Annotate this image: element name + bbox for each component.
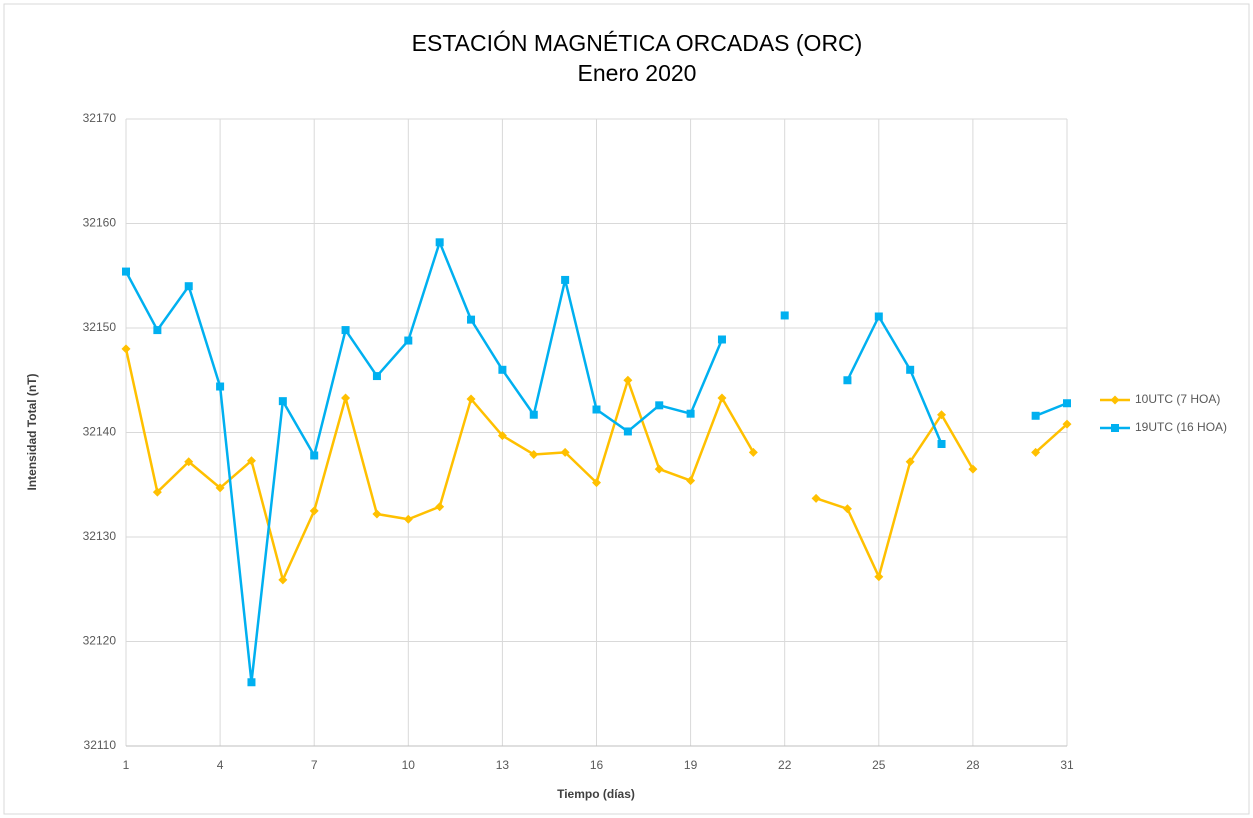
x-tick-label: 4: [217, 758, 224, 772]
x-tick-label: 19: [684, 758, 698, 772]
data-point: [247, 678, 256, 687]
data-point: [122, 267, 130, 276]
y-tick-label: 32130: [83, 529, 117, 543]
y-tick-label: 32110: [84, 738, 117, 752]
data-point: [529, 410, 538, 419]
data-point: [372, 509, 382, 519]
chart-title: ESTACIÓN MAGNÉTICA ORCADAS (ORC): [412, 30, 863, 56]
legend-label: 19UTC (16 HOA): [1135, 420, 1227, 434]
data-point: [529, 449, 539, 459]
data-point: [341, 393, 351, 403]
data-point: [309, 506, 319, 516]
x-axis-title: Tiempo (días): [557, 787, 635, 801]
data-point: [310, 451, 319, 460]
data-point: [717, 335, 726, 344]
data-point: [937, 439, 946, 448]
x-tick-label: 10: [402, 758, 416, 772]
x-tick-label: 7: [311, 758, 318, 772]
y-tick-label: 32160: [83, 216, 117, 230]
data-point: [435, 238, 444, 247]
data-point: [905, 457, 915, 467]
chart-subtitle: Enero 2020: [578, 60, 697, 86]
data-point: [466, 394, 476, 404]
data-point: [561, 275, 570, 284]
y-tick-label: 32140: [83, 425, 117, 439]
data-point: [184, 282, 193, 291]
x-tick-label: 31: [1060, 758, 1074, 772]
data-point: [842, 504, 852, 514]
legend-marker: [1111, 424, 1119, 432]
data-point: [906, 365, 915, 374]
chart-border: [3, 3, 1250, 815]
data-point: [435, 502, 445, 512]
data-point: [780, 311, 789, 320]
x-tick-label: 28: [966, 758, 980, 772]
data-point: [215, 483, 225, 493]
data-point: [152, 487, 162, 497]
data-point: [1031, 411, 1040, 420]
data-point: [278, 575, 288, 585]
data-point: [497, 431, 507, 441]
legend-marker: [1110, 395, 1120, 405]
data-point: [592, 405, 601, 414]
data-point: [467, 315, 476, 324]
data-point: [560, 447, 570, 457]
data-point: [811, 493, 821, 503]
data-point: [623, 427, 632, 436]
data-point: [686, 409, 695, 418]
data-point: [592, 478, 601, 488]
data-point: [1031, 447, 1041, 457]
legend-label: 10UTC (7 HOA): [1135, 392, 1220, 406]
data-point: [874, 312, 883, 321]
data-point: [372, 372, 381, 381]
data-point: [968, 464, 978, 474]
data-point: [874, 572, 884, 582]
data-point: [246, 456, 256, 466]
data-point: [498, 365, 507, 374]
data-point: [717, 393, 727, 403]
y-tick-label: 32120: [83, 634, 117, 648]
data-point: [153, 326, 162, 335]
x-tick-label: 22: [778, 758, 792, 772]
data-point: [1062, 419, 1072, 429]
data-point: [623, 375, 633, 385]
data-point: [748, 447, 758, 457]
series-line: [124, 241, 1068, 684]
data-point: [216, 382, 225, 391]
data-point: [341, 326, 350, 335]
y-tick-label: 32150: [83, 320, 117, 334]
data-point: [278, 397, 287, 406]
x-tick-label: 1: [123, 758, 130, 772]
x-tick-label: 13: [496, 758, 510, 772]
data-point: [121, 344, 131, 354]
data-point: [654, 464, 664, 474]
x-tick-label: 25: [872, 758, 886, 772]
data-point: [404, 336, 413, 345]
y-tick-label: 32170: [83, 111, 117, 125]
data-point: [403, 514, 413, 524]
data-point: [843, 376, 852, 385]
data-point: [937, 410, 947, 420]
data-point: [1063, 399, 1071, 408]
x-tick-label: 16: [590, 758, 604, 772]
data-point: [184, 457, 194, 467]
data-point: [655, 401, 664, 410]
data-point: [686, 476, 696, 486]
y-axis-title: Intensidad Total (nT): [25, 373, 39, 490]
